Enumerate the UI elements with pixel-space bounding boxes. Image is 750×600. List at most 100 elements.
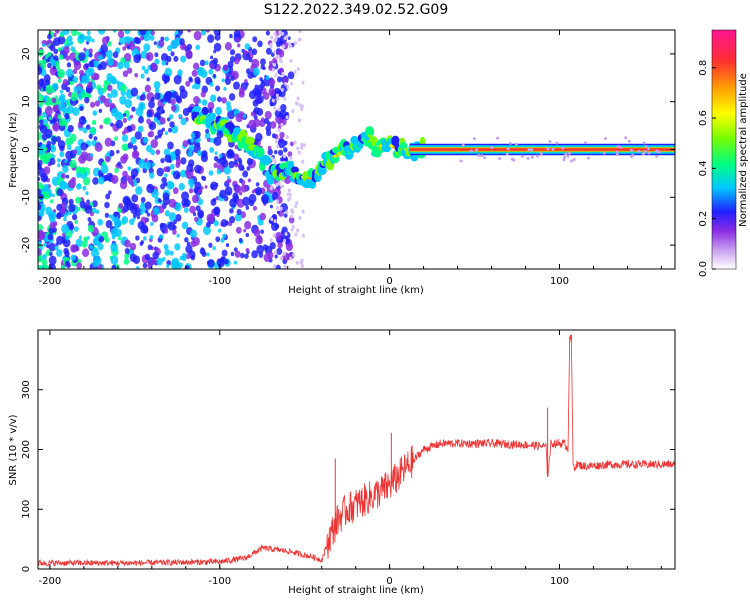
spectrogram-speckle — [290, 81, 294, 86]
spectrogram-speckle — [240, 184, 248, 193]
spectrogram-speckle — [51, 97, 57, 104]
spectrogram-speckle — [273, 62, 277, 67]
spectrogram-speckle — [38, 106, 42, 115]
spectrogram-speckle — [277, 107, 281, 112]
snr-x-tick-label: 0 — [386, 576, 392, 587]
spectrogram-speckle — [624, 136, 628, 140]
spectrogram-speckle — [280, 103, 287, 112]
spectrogram-speckle — [286, 85, 290, 90]
spectrogram-speckle — [287, 151, 293, 158]
snr-line — [38, 334, 675, 567]
spectrogram-speckle — [186, 241, 191, 246]
spectrogram-speckle — [38, 264, 43, 269]
spectrogram-speckle — [169, 250, 174, 256]
spectrogram-speckle — [520, 154, 524, 158]
spectrogram-speckle — [234, 185, 242, 194]
spectrogram-speckle — [247, 178, 252, 183]
spectrogram-speckle — [38, 101, 44, 107]
spectrogram-speckle — [54, 245, 59, 251]
spectrogram-speckle — [293, 69, 297, 74]
spectrogram-speckle — [86, 30, 91, 36]
spectrogram-speckle — [224, 258, 229, 265]
spectrogram-speckle — [290, 214, 294, 219]
spectrogram-speckle — [140, 73, 145, 79]
spectrogram-speckle — [276, 144, 280, 149]
spectrogram-speckle — [63, 46, 70, 55]
spectrogram-speckle — [79, 166, 86, 175]
spectrogram-speckle — [229, 208, 234, 214]
spectrogram-speckle — [124, 247, 130, 255]
spectrogram-speckle — [112, 30, 117, 33]
spectrogram-speckle — [280, 184, 284, 189]
spectrogram-speckle — [264, 110, 272, 120]
spectrogram-speckle — [138, 30, 147, 36]
spectrogram-speckle — [245, 82, 249, 87]
spectrogram-speckle — [160, 36, 165, 42]
spectrogram-speckle — [555, 141, 559, 145]
spectrogram-speckle — [269, 238, 273, 243]
spectrogram-speckle — [73, 61, 82, 71]
spectrogram-speckle — [181, 198, 188, 207]
spectrogram-speckle — [254, 84, 259, 90]
spectrogram-speckle — [104, 80, 108, 84]
spectrogram-speckle — [52, 122, 60, 132]
spectrogram-speckle — [164, 248, 171, 256]
colorbar: 0.0 0.2 0.4 0.6 0.8 Normalized spectral ampl… — [698, 29, 749, 277]
spectrogram-speckle — [117, 161, 122, 167]
spectrogram-speckle — [51, 82, 59, 91]
spectrogram-speckle — [127, 166, 132, 171]
spectrogram-speckle — [188, 188, 194, 194]
spectrogram-ridge-blob — [234, 127, 242, 135]
spectrogram-speckle — [283, 147, 288, 153]
spectrogram-speckle — [81, 74, 89, 84]
figure-title: S122.2022.349.02.52.G09 — [264, 2, 449, 18]
spectrogram-ridge-blob — [331, 154, 340, 164]
spectrogram-speckle — [41, 258, 48, 266]
spectrogram-speckle — [561, 146, 565, 150]
spectrogram-speckle — [564, 152, 568, 156]
spectrogram-speckle — [214, 33, 221, 41]
spectrogram-y-tick-label: 0 — [21, 146, 32, 152]
spectrogram-speckle — [161, 176, 167, 184]
spectrogram-speckle — [472, 137, 476, 141]
spectrogram-speckle — [190, 132, 196, 139]
spectrogram-speckle — [164, 173, 168, 178]
spectrogram-speckle — [138, 101, 146, 111]
spectrogram-speckle — [291, 209, 295, 214]
spectrogram-speckle — [106, 151, 111, 155]
spectrogram-speckle — [44, 128, 53, 139]
spectrogram-speckle — [152, 251, 159, 260]
spectrogram-speckle — [194, 164, 202, 174]
spectrogram-speckle — [255, 235, 263, 245]
spectrogram-speckle — [131, 194, 139, 203]
spectrogram-speckle — [110, 89, 118, 98]
spectrogram-speckle — [160, 157, 165, 164]
spectrogram-speckle — [72, 107, 80, 116]
spectrogram-speckle — [192, 236, 200, 246]
spectrogram-speckle — [175, 214, 182, 222]
spectrogram-speckle — [41, 58, 47, 65]
spectrogram-speckle — [169, 163, 175, 170]
spectrogram-speckle — [239, 252, 245, 259]
spectrogram-speckle — [75, 196, 82, 204]
spectrogram-speckle — [104, 201, 110, 209]
snr-y-ticks: 0 100 200 300 — [21, 380, 675, 572]
spectrogram-speckle — [39, 119, 44, 125]
spectrogram-speckle — [285, 238, 291, 245]
spectrogram-speckle — [123, 61, 130, 69]
spectrogram-speckle — [124, 252, 130, 260]
spectrogram-speckle — [204, 132, 211, 140]
spectrogram-speckle — [132, 150, 139, 158]
colorbar-ticks: 0.0 0.2 0.4 0.6 0.8 — [698, 60, 716, 277]
spectrogram-speckle — [275, 182, 279, 187]
spectrogram-speckle — [184, 169, 190, 175]
spectrogram-speckle — [301, 209, 305, 214]
spectrogram-speckle — [221, 78, 225, 83]
spectrogram-speckle — [97, 218, 104, 226]
spectrogram-speckle — [293, 40, 297, 45]
spectrogram-speckle — [109, 149, 115, 157]
spectrogram-speckle — [193, 95, 200, 104]
spectrogram-speckle — [64, 159, 68, 164]
spectrogram-speckle — [159, 234, 164, 240]
